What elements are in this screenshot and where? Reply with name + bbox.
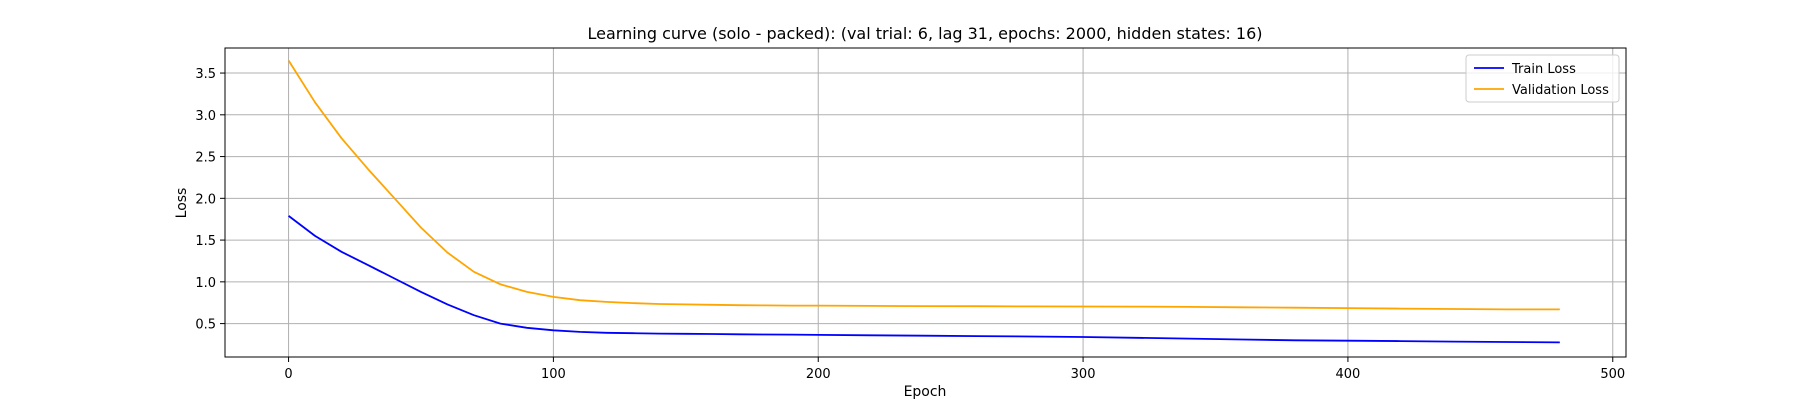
y-tick-label: 2.0 bbox=[195, 192, 216, 207]
x-tick-label: 500 bbox=[1600, 367, 1625, 382]
y-tick-label: 1.5 bbox=[195, 234, 216, 249]
x-tick-label: 300 bbox=[1071, 367, 1096, 382]
plot-frame bbox=[224, 47, 1627, 358]
series-layer bbox=[287, 60, 1560, 344]
y-tick-label: 3.0 bbox=[195, 109, 216, 124]
x-tick-label: 400 bbox=[1336, 367, 1361, 382]
legend: Train Loss Validation Loss bbox=[1465, 54, 1620, 103]
x-tick-label: 100 bbox=[541, 367, 566, 382]
y-tick-label: 3.5 bbox=[195, 67, 216, 82]
grid-layer bbox=[225, 48, 1626, 357]
x-tick-label: 200 bbox=[806, 367, 831, 382]
y-tick-label: 0.5 bbox=[195, 318, 216, 333]
legend-label: Validation Loss bbox=[1512, 83, 1609, 98]
tick-layer: 0 100 200 300 400 500 0.5 1.0 1.5 2.0 2.5 3.0 3.5 bbox=[195, 67, 1625, 382]
legend-label: Train Loss bbox=[1511, 62, 1576, 77]
y-tick-label: 2.5 bbox=[195, 151, 216, 166]
x-axis-label: Epoch bbox=[904, 384, 947, 400]
series-line-train-loss bbox=[288, 215, 1560, 344]
y-tick-label: 1.0 bbox=[195, 276, 216, 291]
series-line-validation-loss bbox=[287, 60, 1560, 311]
chart-title: Learning curve (solo - packed): (val tri… bbox=[588, 24, 1263, 43]
legend-box bbox=[1465, 54, 1620, 103]
y-axis-label: Loss bbox=[174, 188, 190, 219]
x-tick-label: 0 bbox=[284, 367, 292, 382]
